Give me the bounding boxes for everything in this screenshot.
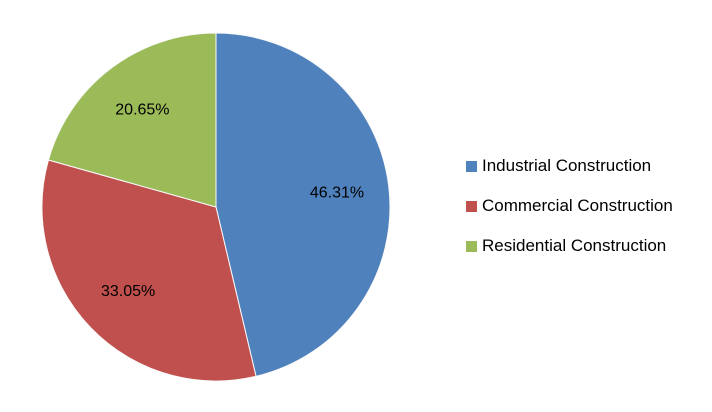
legend-swatch-industrial-construction [466,160,477,172]
legend-label-residential-construction: Residential Construction [482,236,667,255]
slice-value-label-residential-construction: 20.65% [115,101,169,118]
pie-slice-residential-construction [47,32,217,208]
slice-value-label-commercial-construction: 33.05% [101,283,155,300]
legend-swatch-commercial-construction [466,200,477,212]
legend-item-residential-construction: Residential Construction [466,236,673,256]
pie-slice-commercial-construction [41,159,257,382]
legend-label-industrial-construction: Industrial Construction [482,156,652,175]
pie-slice-industrial-construction [215,32,391,377]
legend-swatch-residential-construction [466,240,477,252]
legend-item-commercial-construction: Commercial Construction [466,196,673,216]
slice-value-label-industrial-construction: 46.31% [310,184,364,201]
legend-label-commercial-construction: Commercial Construction [482,196,673,215]
legend: Industrial Construction Commercial Constr… [466,156,673,256]
legend-item-industrial-construction: Industrial Construction [466,156,673,176]
